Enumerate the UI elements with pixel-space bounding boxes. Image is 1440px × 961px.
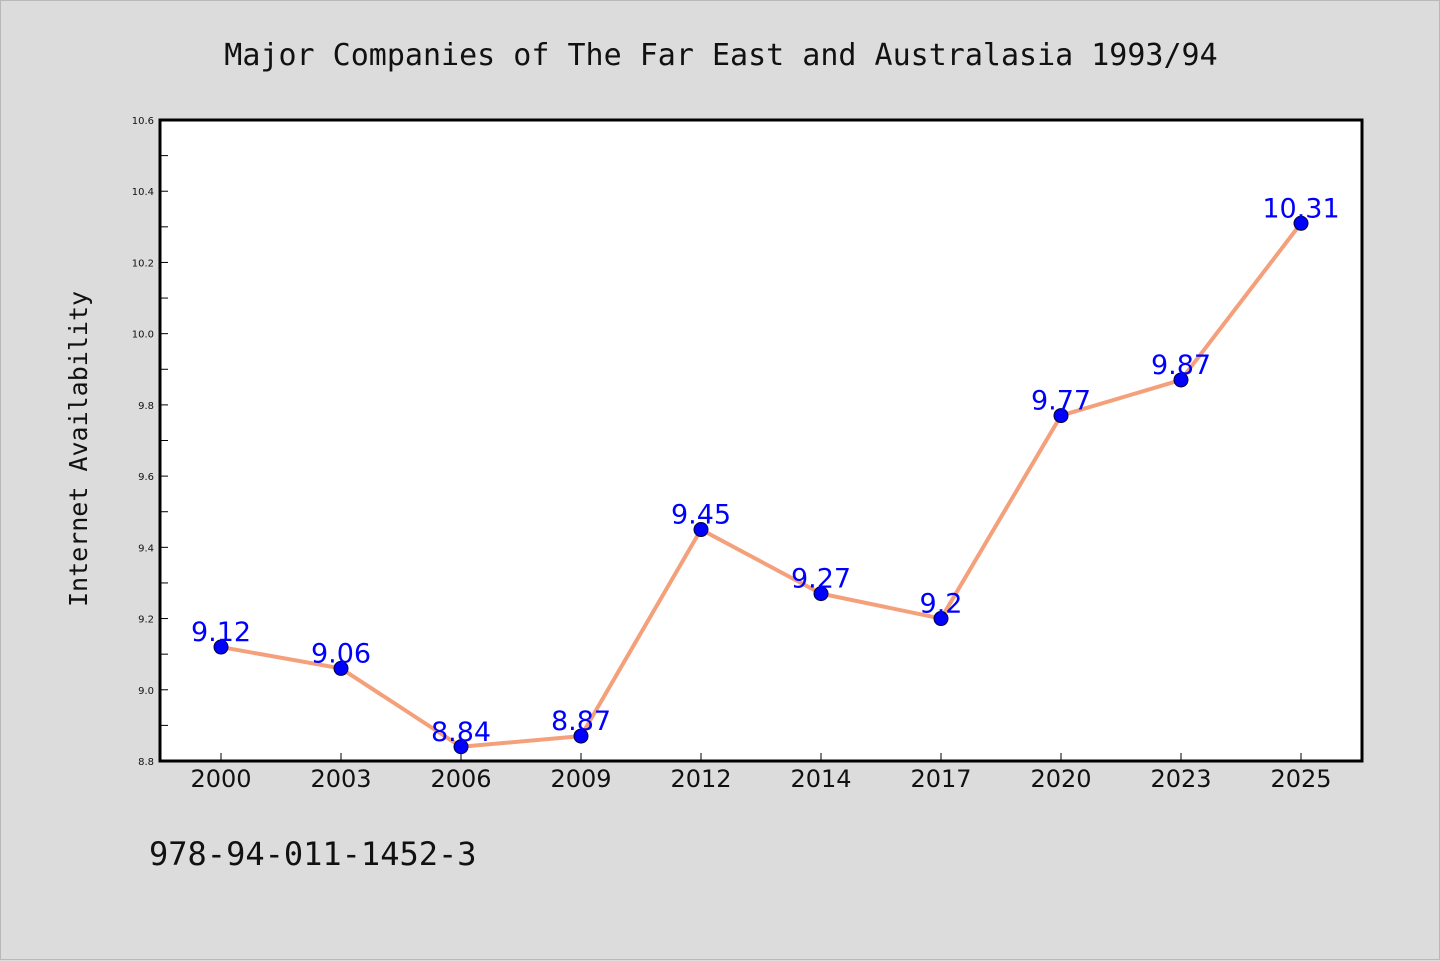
data-point-marker xyxy=(1293,215,1309,231)
y-tick-label: 10.4 xyxy=(132,187,154,198)
data-labels-group: 9.12 9.06 8.84 8.87 9.45 9.27 9.2 9.77 9.87 10.31 xyxy=(191,193,1340,747)
data-label: 9.27 xyxy=(791,564,851,595)
chart-title: Major Companies of The Far East and Aust… xyxy=(224,38,1217,73)
data-label: 9.06 xyxy=(311,638,371,669)
data-label: 9.2 xyxy=(920,589,963,620)
y-axis-label: Internet Availability xyxy=(64,291,93,607)
x-tick-label: 2020 xyxy=(1030,765,1091,793)
x-tick-label: 2025 xyxy=(1270,765,1331,793)
x-axis: 2000 2003 2006 2009 2012 2014 2017 2020 2023 2025 xyxy=(190,753,1332,793)
x-tick-label: 2000 xyxy=(190,765,251,793)
data-point-marker xyxy=(1053,408,1069,424)
y-tick-label: 8.8 xyxy=(138,757,154,768)
data-point-marker xyxy=(333,660,349,676)
x-tick-label: 2006 xyxy=(430,765,491,793)
data-label: 9.77 xyxy=(1031,386,1091,417)
data-point-marker xyxy=(213,639,229,655)
y-tick-label: 10.0 xyxy=(132,330,154,341)
plot-area xyxy=(158,118,1364,763)
data-label: 9.87 xyxy=(1151,350,1211,381)
footer-text: 978-94-011-1452-3 xyxy=(149,835,477,873)
x-tick-label: 2003 xyxy=(310,765,371,793)
data-point-marker xyxy=(573,728,589,744)
data-point-marker xyxy=(453,739,469,755)
y-tick-label: 10.2 xyxy=(132,258,154,269)
y-tick-label: 9.8 xyxy=(138,401,154,412)
y-tick-label: 9.2 xyxy=(138,615,154,626)
y-tick-label: 9.6 xyxy=(138,472,154,483)
y-axis: 8.8 9.0 9.2 9.4 9.6 9.8 10.0 10.2 10.4 10.6 xyxy=(132,116,168,768)
y-tick-label: 9.0 xyxy=(138,686,154,697)
x-tick-label: 2017 xyxy=(910,765,971,793)
x-tick-label: 2023 xyxy=(1150,765,1211,793)
data-label: 10.31 xyxy=(1262,193,1339,224)
data-point-marker xyxy=(813,586,829,602)
x-tick-label: 2012 xyxy=(670,765,731,793)
data-label: 9.12 xyxy=(191,617,251,648)
x-tick-label: 2014 xyxy=(790,765,851,793)
data-label: 9.45 xyxy=(671,500,731,531)
series-line xyxy=(219,221,1303,749)
x-tick-label: 2009 xyxy=(550,765,611,793)
data-point-marker xyxy=(693,522,709,538)
data-point-marker xyxy=(1173,372,1189,388)
data-label: 8.87 xyxy=(551,706,611,737)
y-tick-label: 9.4 xyxy=(138,543,154,554)
y-tick-label: 10.6 xyxy=(132,116,154,127)
data-label: 8.84 xyxy=(431,717,491,748)
data-point-marker xyxy=(933,611,949,627)
series-line-group xyxy=(213,215,1309,755)
